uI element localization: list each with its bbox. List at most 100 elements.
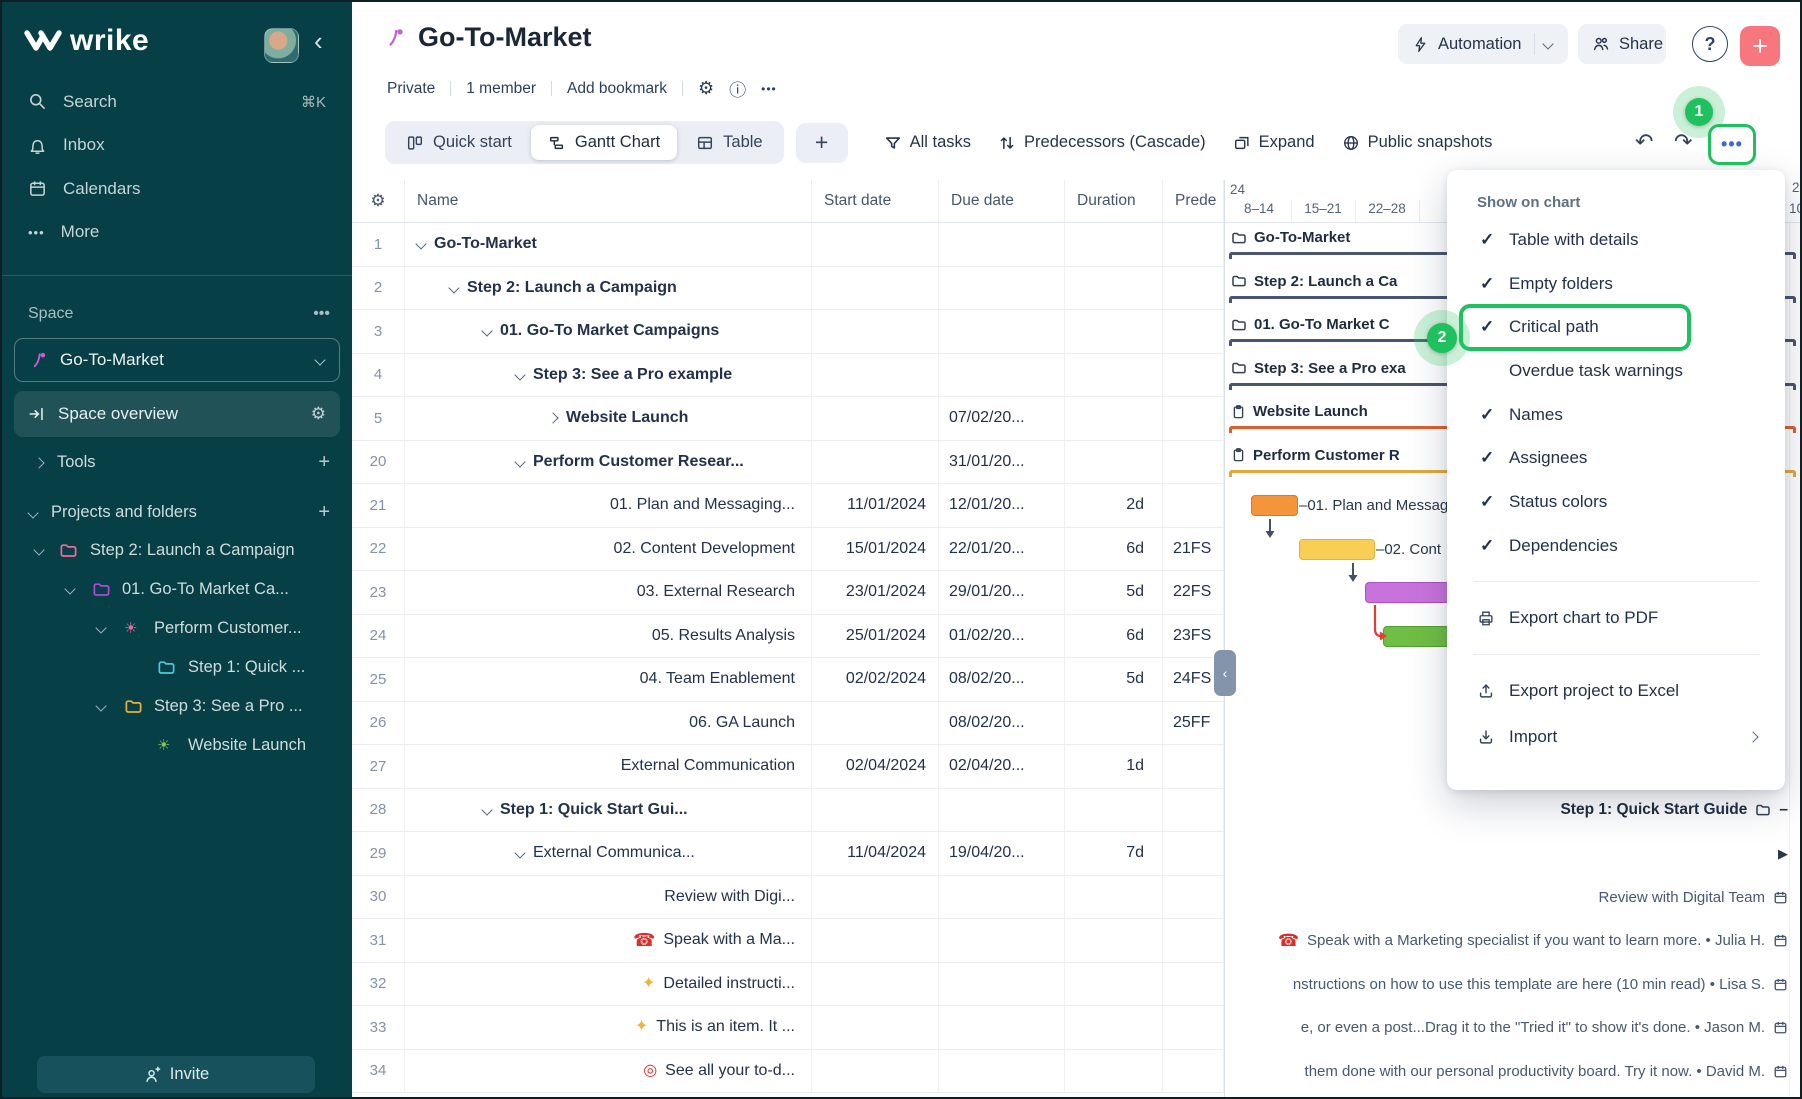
- due-date-cell[interactable]: 07/02/20...: [939, 397, 1065, 440]
- menu-action-import[interactable]: Import: [1447, 714, 1785, 760]
- start-date-cell[interactable]: 11/01/2024: [812, 484, 939, 527]
- sidebar-item-search[interactable]: Search ⌘K: [2, 80, 352, 123]
- more-options-button[interactable]: •••: [1708, 124, 1756, 165]
- predecessor-cell[interactable]: [1163, 832, 1224, 875]
- predecessor-cell[interactable]: [1163, 440, 1224, 483]
- wrike-logo[interactable]: wrike: [24, 24, 149, 58]
- task-name-cell[interactable]: 01. Plan and Messaging...: [405, 484, 812, 527]
- predecessor-cell[interactable]: [1163, 745, 1224, 788]
- task-name-cell[interactable]: Review with Digi...: [405, 875, 812, 918]
- table-row[interactable]: 20 Perform Customer Resear... 31/01/20...: [352, 440, 1224, 484]
- due-date-cell[interactable]: [939, 1006, 1065, 1049]
- meta-add-bookmark[interactable]: Add bookmark: [567, 79, 667, 97]
- due-date-cell[interactable]: [939, 353, 1065, 396]
- sidebar-item-tools[interactable]: Tools +: [2, 443, 352, 482]
- predecessor-cell[interactable]: [1163, 397, 1224, 440]
- duration-cell[interactable]: [1065, 919, 1163, 962]
- duration-cell[interactable]: 7d: [1065, 832, 1163, 875]
- due-date-cell[interactable]: 22/01/20...: [939, 527, 1065, 570]
- menu-item-names[interactable]: ✓ Names: [1447, 393, 1785, 437]
- start-date-cell[interactable]: [812, 223, 939, 266]
- due-date-cell[interactable]: [939, 788, 1065, 831]
- start-date-cell[interactable]: 15/01/2024: [812, 527, 939, 570]
- due-date-cell[interactable]: 02/04/20...: [939, 745, 1065, 788]
- meta-more-icon[interactable]: •••: [761, 81, 777, 96]
- start-date-cell[interactable]: [812, 353, 939, 396]
- menu-item-status-colors[interactable]: ✓ Status colors: [1447, 480, 1785, 524]
- table-row[interactable]: 26 06. GA Launch 08/02/20... 25FF: [352, 701, 1224, 745]
- duration-cell[interactable]: [1065, 788, 1163, 831]
- due-date-cell[interactable]: [939, 875, 1065, 918]
- due-date-cell[interactable]: [939, 1049, 1065, 1092]
- table-row[interactable]: 2 Step 2: Launch a Campaign: [352, 266, 1224, 310]
- undo-icon[interactable]: ↶: [1635, 129, 1654, 154]
- add-tool-icon[interactable]: +: [318, 451, 330, 473]
- table-row[interactable]: 33 ✦ This is an item. It ...: [352, 1006, 1224, 1050]
- table-row[interactable]: 4 Step 3: See a Pro example: [352, 353, 1224, 397]
- duration-cell[interactable]: [1065, 875, 1163, 918]
- start-date-cell[interactable]: [812, 1006, 939, 1049]
- gantt-bar-row[interactable]: –02. Cont: [1225, 528, 1800, 572]
- duration-cell[interactable]: [1065, 440, 1163, 483]
- table-settings-gear[interactable]: ⚙: [352, 180, 405, 222]
- due-date-cell[interactable]: 12/01/20...: [939, 484, 1065, 527]
- duration-cell[interactable]: [1065, 962, 1163, 1005]
- task-name-cell[interactable]: Step 2: Launch a Campaign: [405, 266, 812, 309]
- column-header-start-date[interactable]: Start date: [812, 180, 939, 222]
- table-row[interactable]: 32 ✦ Detailed instructi...: [352, 962, 1224, 1006]
- start-date-cell[interactable]: 02/02/2024: [812, 658, 939, 701]
- sidebar-tree-item-perform-customer[interactable]: ☀ Perform Customer...: [2, 609, 352, 648]
- due-date-cell[interactable]: [939, 223, 1065, 266]
- task-name-cell[interactable]: 05. Results Analysis: [405, 614, 812, 657]
- duration-cell[interactable]: [1065, 701, 1163, 744]
- task-name-cell[interactable]: External Communica...: [405, 832, 812, 875]
- predecessor-cell[interactable]: 23FS: [1163, 614, 1224, 657]
- predecessor-cell[interactable]: [1163, 919, 1224, 962]
- start-date-cell[interactable]: [812, 397, 939, 440]
- gantt-row-label[interactable]: them done with our personal productivity…: [1231, 1050, 1788, 1094]
- predecessor-cell[interactable]: [1163, 1049, 1224, 1092]
- menu-item-overdue-task-warnings[interactable]: Overdue task warnings: [1447, 349, 1785, 393]
- predecessor-cell[interactable]: [1163, 353, 1224, 396]
- task-name-cell[interactable]: Website Launch: [405, 397, 812, 440]
- start-date-cell[interactable]: [812, 788, 939, 831]
- table-row[interactable]: 21 01. Plan and Messaging... 11/01/2024 12/…: [352, 484, 1224, 528]
- start-date-cell[interactable]: [812, 266, 939, 309]
- task-name-cell[interactable]: Step 3: See a Pro example: [405, 353, 812, 396]
- duration-cell[interactable]: [1065, 310, 1163, 353]
- sidebar-tree-item-step-3-see-a-pro[interactable]: Step 3: See a Pro ...: [2, 687, 352, 726]
- task-name-cell[interactable]: 04. Team Enablement: [405, 658, 812, 701]
- task-name-cell[interactable]: 06. GA Launch: [405, 701, 812, 744]
- tab-table[interactable]: Table: [679, 125, 779, 160]
- sidebar-tree-item-step-1-quick[interactable]: Step 1: Quick ...: [2, 648, 352, 687]
- menu-item-empty-folders[interactable]: ✓ Empty folders: [1447, 262, 1785, 306]
- predecessor-cell[interactable]: [1163, 484, 1224, 527]
- due-date-cell[interactable]: 19/04/20...: [939, 832, 1065, 875]
- filter-predecessors-cascade[interactable]: Predecessors (Cascade): [998, 133, 1206, 152]
- duration-cell[interactable]: 5d: [1065, 658, 1163, 701]
- column-header-name[interactable]: Name: [405, 180, 812, 222]
- duration-cell[interactable]: 6d: [1065, 614, 1163, 657]
- gantt-task-bar[interactable]: [1251, 495, 1298, 516]
- due-date-cell[interactable]: [939, 919, 1065, 962]
- help-button[interactable]: ?: [1692, 26, 1728, 62]
- filter-expand[interactable]: Expand: [1233, 133, 1315, 152]
- meta-private[interactable]: Private: [387, 79, 436, 97]
- add-project-icon[interactable]: +: [318, 501, 330, 523]
- task-name-cell[interactable]: ☎ Speak with a Ma...: [405, 919, 812, 962]
- column-header-duration[interactable]: Duration: [1065, 180, 1163, 222]
- predecessor-cell[interactable]: [1163, 266, 1224, 309]
- gantt-row-label[interactable]: Step 1: Quick Start Guide –: [1231, 789, 1788, 833]
- tab-gantt-chart[interactable]: Gantt Chart: [530, 125, 678, 160]
- table-row[interactable]: 24 05. Results Analysis 25/01/2024 01/02/20…: [352, 614, 1224, 658]
- duration-cell[interactable]: [1065, 1049, 1163, 1092]
- table-row[interactable]: 5 Website Launch 07/02/20...: [352, 397, 1224, 441]
- predecessor-cell[interactable]: [1163, 1006, 1224, 1049]
- start-date-cell[interactable]: 23/01/2024: [812, 571, 939, 614]
- duration-cell[interactable]: 1d: [1065, 745, 1163, 788]
- redo-icon[interactable]: ↷: [1674, 129, 1693, 154]
- column-header-due-date[interactable]: Due date: [939, 180, 1065, 222]
- duration-cell[interactable]: [1065, 1006, 1163, 1049]
- duration-cell[interactable]: 5d: [1065, 571, 1163, 614]
- gantt-task-bar[interactable]: [1383, 625, 1451, 647]
